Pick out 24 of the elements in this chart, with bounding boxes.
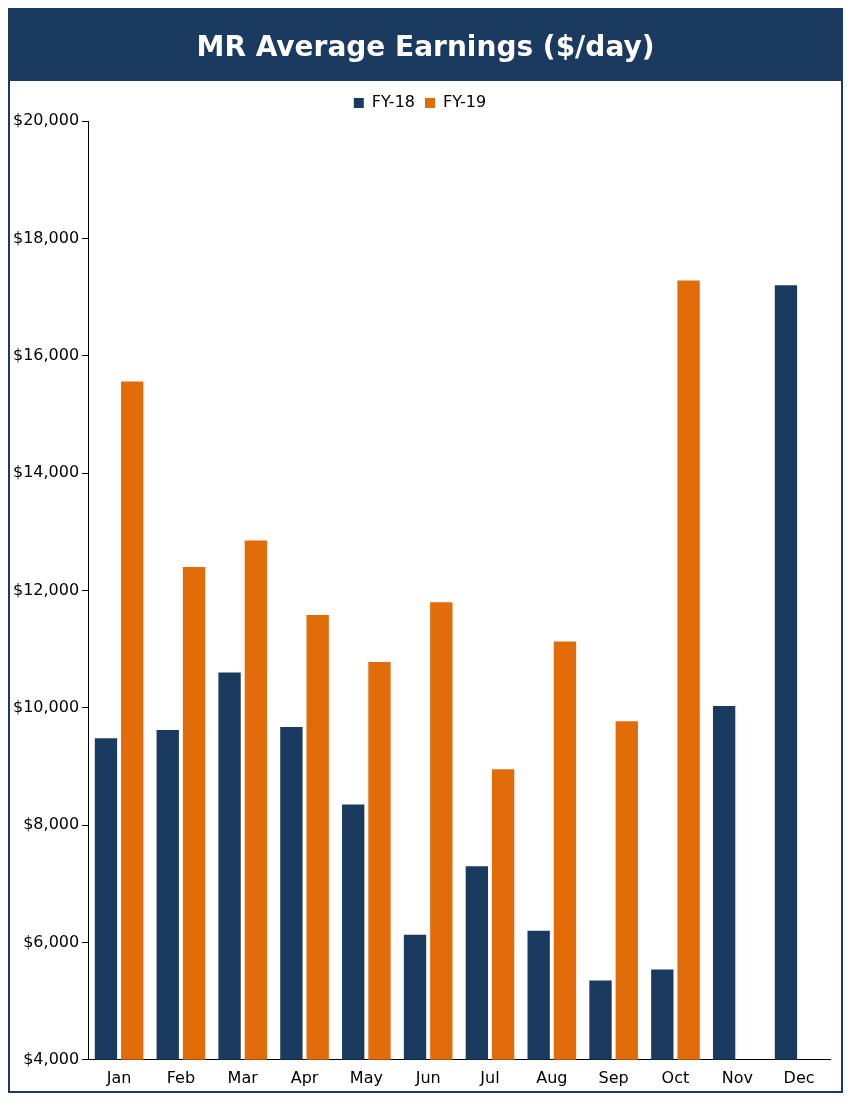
y-tick-label: $4,000	[23, 1048, 80, 1068]
y-tick-label: $6,000	[23, 931, 80, 951]
y-tick-label: $8,000	[23, 814, 80, 834]
legend-label: FY-18	[371, 92, 416, 112]
x-tick-label: Jan	[105, 1067, 132, 1087]
y-tick-label: $16,000	[12, 344, 80, 364]
x-tick-label: Sep	[598, 1067, 629, 1087]
x-tick-label: Aug	[536, 1067, 568, 1087]
x-tick-label: Oct	[661, 1067, 690, 1087]
y-tick-label: $18,000	[12, 227, 80, 247]
y-tick-label: $12,000	[12, 579, 80, 599]
x-tick-label: May	[349, 1067, 383, 1087]
x-tick-label: Dec	[783, 1067, 815, 1087]
x-tick-label: Feb	[166, 1067, 196, 1087]
x-tick-label: Jun	[414, 1067, 441, 1087]
chart-title: MR Average Earnings ($/day)	[10, 10, 841, 81]
y-tick-label: $14,000	[12, 462, 80, 482]
x-tick-label: Nov	[721, 1067, 753, 1087]
y-tick-label: $20,000	[12, 110, 80, 130]
legend-label: FY-19	[443, 92, 487, 112]
x-tick-label: Apr	[290, 1067, 319, 1087]
x-tick-label: Jul	[479, 1067, 500, 1087]
x-tick-label: Mar	[227, 1067, 259, 1087]
y-tick-label: $10,000	[12, 696, 80, 716]
